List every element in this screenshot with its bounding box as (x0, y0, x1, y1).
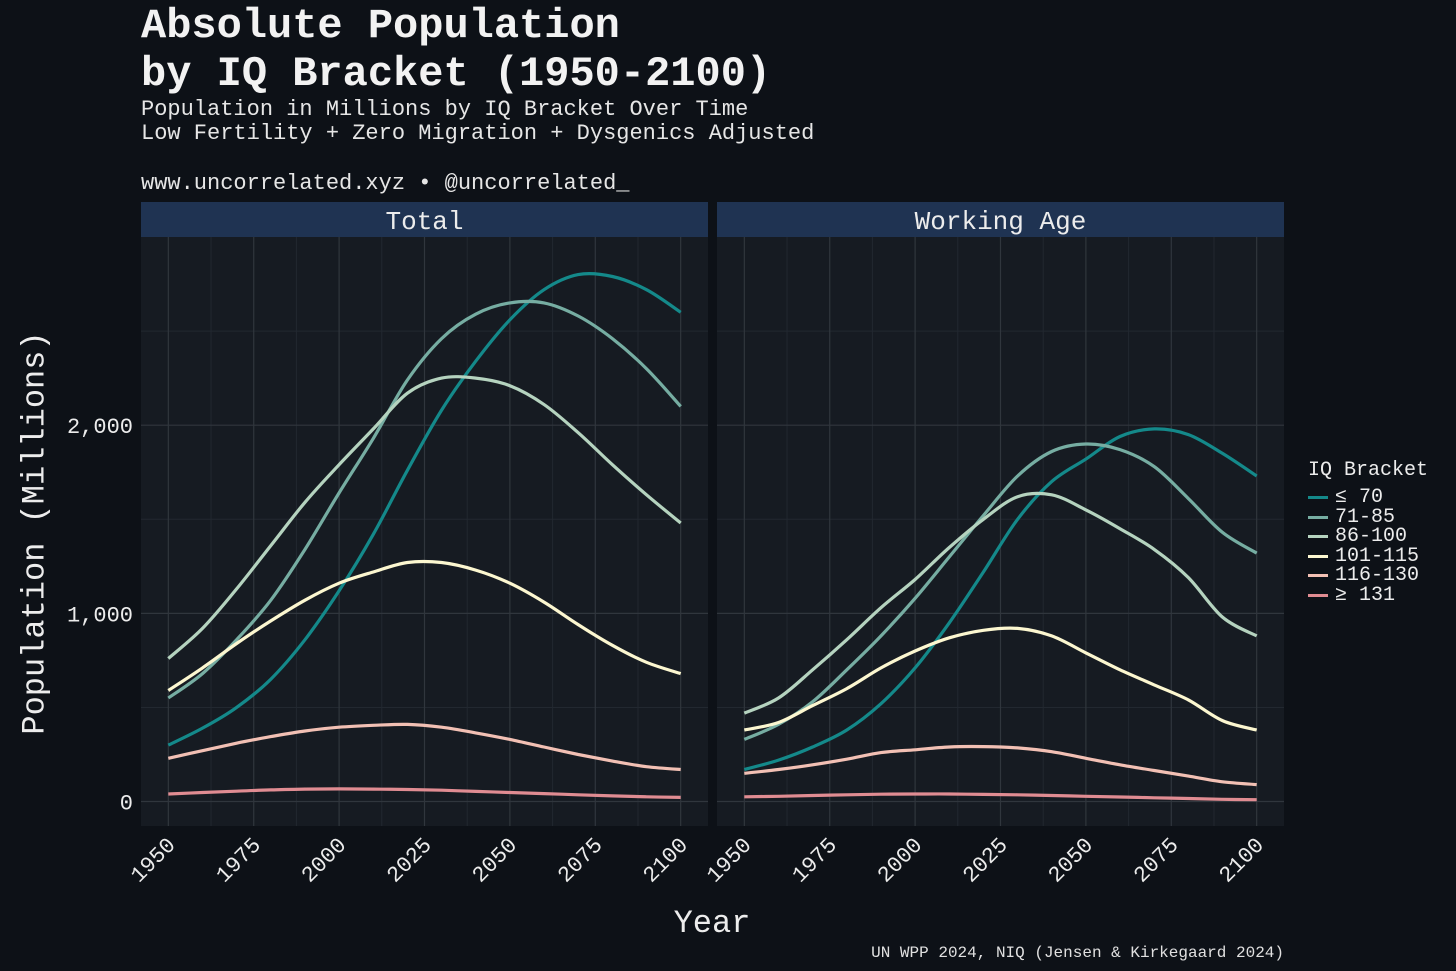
legend: IQ Bracket ≤ 70 71-85 86-100 101-115 116-130… (1308, 459, 1428, 605)
legend-label: 116-130 (1335, 564, 1420, 588)
subtitle-line-2: Low Fertility + Zero Migration + Dysgeni… (141, 121, 815, 146)
y-tick-label: 1,000 (67, 603, 133, 628)
chart-subtitle: Population in Millions by IQ Bracket Ove… (141, 98, 814, 146)
x-tick-label: 2050 (468, 833, 523, 888)
legend-key (1308, 535, 1328, 539)
legend-item: 116-130 (1308, 566, 1428, 586)
series-line (743, 427, 1258, 772)
series-line (167, 375, 682, 660)
series-line (167, 559, 682, 692)
series-line (167, 299, 682, 700)
legend-items: ≤ 70 71-85 86-100 101-115 116-130 ≥ 131 (1308, 488, 1428, 605)
legend-label: ≤ 70 (1335, 486, 1384, 510)
panel-strip (141, 202, 708, 237)
legend-label: 86-100 (1335, 525, 1408, 549)
panel-strip-title: Working Age (915, 207, 1087, 237)
panel-1: Working Age 1950 1975 2000 2025 2050 2075 2100 (702, 202, 1284, 888)
legend-item: 86-100 (1308, 527, 1428, 547)
x-tick-label: 2025 (958, 833, 1013, 888)
series-line (168, 787, 681, 799)
x-tick-label: 1950 (126, 833, 181, 888)
x-tick-label: 2025 (382, 833, 437, 888)
x-axis-title: Year (673, 905, 751, 942)
panel-strip-title: Total (385, 207, 463, 237)
x-tick-label: 2100 (1215, 833, 1270, 888)
chart-title: Absolute Population by IQ Bracket (1950-… (141, 2, 772, 98)
x-tick-label: 2000 (873, 833, 928, 888)
x-tick-label: 1975 (212, 833, 267, 888)
legend-key (1308, 496, 1328, 500)
credit-text: www.uncorrelated.xyz • @uncorrelated_ (141, 171, 630, 196)
legend-key (1308, 574, 1328, 578)
x-tick-label: 2075 (1129, 833, 1184, 888)
legend-key (1308, 593, 1328, 597)
series-line (743, 442, 1258, 741)
panel-0: Total 1950 1975 2000 2025 2050 2075 2100 0 1,000 2… (67, 202, 708, 888)
panel-strip (717, 202, 1284, 237)
x-tick-label: 2075 (553, 833, 608, 888)
y-tick-label: 0 (120, 792, 133, 817)
legend-item: ≤ 70 (1308, 488, 1428, 508)
legend-key (1308, 515, 1328, 519)
y-tick-label: 2,000 (67, 415, 133, 440)
x-tick-label: 1950 (702, 833, 757, 888)
series-line (743, 491, 1258, 715)
series-line (744, 744, 1257, 787)
y-axis-title: Population (Millions) (16, 331, 54, 735)
series-line (167, 722, 681, 772)
legend-item: 71-85 (1308, 505, 1428, 529)
subtitle-line-1: Population in Millions by IQ Bracket Ove… (141, 97, 749, 122)
series-line (744, 792, 1257, 802)
source-caption: UN WPP 2024, NIQ (Jensen & Kirkegaard 20… (871, 944, 1284, 962)
series-line (743, 626, 1258, 732)
legend-item: ≥ 131 (1308, 583, 1428, 607)
x-tick-label: 1975 (788, 833, 843, 888)
legend-label: 101-115 (1335, 544, 1420, 568)
x-tick-label: 2000 (297, 833, 352, 888)
x-tick-label: 2050 (1044, 833, 1099, 888)
legend-label: ≥ 131 (1335, 583, 1396, 607)
legend-key (1308, 554, 1328, 558)
x-tick-label: 2100 (639, 833, 694, 888)
legend-item: 101-115 (1308, 544, 1428, 568)
series-line (167, 271, 682, 747)
legend-label: 71-85 (1335, 505, 1396, 529)
legend-title: IQ Bracket (1308, 459, 1429, 482)
